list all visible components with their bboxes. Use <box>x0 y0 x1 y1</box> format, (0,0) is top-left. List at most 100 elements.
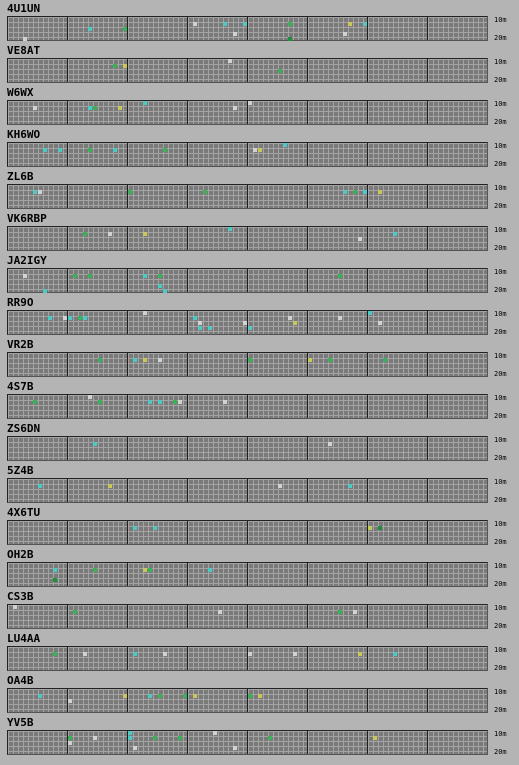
signal-cell <box>108 484 112 488</box>
hour-separator <box>427 521 428 544</box>
beacon-row-oh2b: OH2B 10m 20m <box>0 546 519 588</box>
signal-grid <box>7 142 488 167</box>
hour-separator <box>127 227 128 250</box>
signal-cell <box>248 694 252 698</box>
beacon-callsign: ZS6DN <box>7 422 41 435</box>
hour-separator <box>247 605 248 628</box>
signal-cell <box>143 358 147 362</box>
signal-cell <box>93 736 97 740</box>
signal-cell <box>53 568 57 572</box>
hour-separator <box>427 185 428 208</box>
signal-cell <box>158 358 162 362</box>
hour-separator <box>187 563 188 586</box>
signal-cell <box>393 652 397 656</box>
hour-separator <box>187 59 188 82</box>
signal-cell <box>143 274 147 278</box>
signal-cell <box>213 731 217 735</box>
signal-cell <box>158 284 162 288</box>
hour-separator <box>67 59 68 82</box>
signal-cell <box>378 190 382 194</box>
hour-separator <box>67 185 68 208</box>
signal-cell <box>228 227 232 231</box>
signal-cell <box>43 148 47 152</box>
signal-cell <box>38 694 42 698</box>
band-label-10m: 10m <box>494 142 507 150</box>
hour-separator <box>127 731 128 754</box>
signal-cell <box>128 736 132 740</box>
beacon-callsign: JA2IGY <box>7 254 47 267</box>
beacon-row-5z4b: 5Z4B 10m 20m <box>0 462 519 504</box>
signal-cell <box>368 311 372 315</box>
signal-grid <box>7 100 488 125</box>
signal-cell <box>118 106 122 110</box>
hour-separator <box>367 563 368 586</box>
hour-separator <box>187 269 188 292</box>
hour-separator <box>187 395 188 418</box>
signal-cell <box>148 400 152 404</box>
signal-cell <box>288 37 292 41</box>
signal-cell <box>58 148 62 152</box>
hour-separator <box>187 605 188 628</box>
signal-cell <box>33 400 37 404</box>
signal-cell <box>358 652 362 656</box>
band-label-10m: 10m <box>494 16 507 24</box>
signal-cell <box>288 22 292 26</box>
hour-separator <box>307 143 308 166</box>
hour-separator <box>127 59 128 82</box>
hour-separator <box>67 311 68 334</box>
signal-cell <box>338 316 342 320</box>
hour-separator <box>307 101 308 124</box>
hour-separator <box>367 437 368 460</box>
hour-separator <box>307 521 308 544</box>
signal-cell <box>123 64 127 68</box>
signal-cell <box>373 736 377 740</box>
signal-cell <box>193 316 197 320</box>
hour-separator <box>187 311 188 334</box>
hour-separator <box>367 689 368 712</box>
hour-separator <box>187 521 188 544</box>
hour-separator <box>187 437 188 460</box>
signal-cell <box>248 358 252 362</box>
beacon-row-vk6rbp: VK6RBP 10m 20m <box>0 210 519 252</box>
signal-cell <box>328 442 332 446</box>
beacon-callsign: 4X6TU <box>7 506 41 519</box>
signal-cell <box>193 22 197 26</box>
signal-cell <box>113 148 117 152</box>
signal-cell <box>353 610 357 614</box>
signal-cell <box>348 22 352 26</box>
beacon-row-rr9o: RR9O 10m 20m <box>0 294 519 336</box>
beacon-row-yv5b: YV5B 10m 20m <box>0 714 519 756</box>
hour-separator <box>427 479 428 502</box>
signal-cell <box>158 274 162 278</box>
hour-separator <box>67 437 68 460</box>
hour-separator <box>127 143 128 166</box>
signal-cell <box>178 736 182 740</box>
signal-cell <box>33 190 37 194</box>
signal-cell <box>378 526 382 530</box>
signal-cell <box>328 358 332 362</box>
signal-cell <box>93 106 97 110</box>
hour-separator <box>247 437 248 460</box>
band-label-10m: 10m <box>494 58 507 66</box>
hour-separator <box>187 647 188 670</box>
signal-cell <box>23 37 27 41</box>
beacon-row-zs6dn: ZS6DN 10m 20m <box>0 420 519 462</box>
band-label-20m: 20m <box>494 412 507 420</box>
hour-separator <box>427 353 428 376</box>
signal-cell <box>123 694 127 698</box>
signal-cell <box>53 578 57 582</box>
hour-separator <box>367 479 368 502</box>
hour-separator <box>247 479 248 502</box>
signal-cell <box>148 568 152 572</box>
signal-cell <box>338 610 342 614</box>
hour-separator <box>127 437 128 460</box>
signal-cell <box>268 736 272 740</box>
signal-cell <box>378 321 382 325</box>
signal-cell <box>133 526 137 530</box>
signal-grid <box>7 436 488 461</box>
signal-grid <box>7 562 488 587</box>
signal-cell <box>48 316 52 320</box>
signal-cell <box>23 274 27 278</box>
signal-cell <box>153 526 157 530</box>
signal-cell <box>393 232 397 236</box>
